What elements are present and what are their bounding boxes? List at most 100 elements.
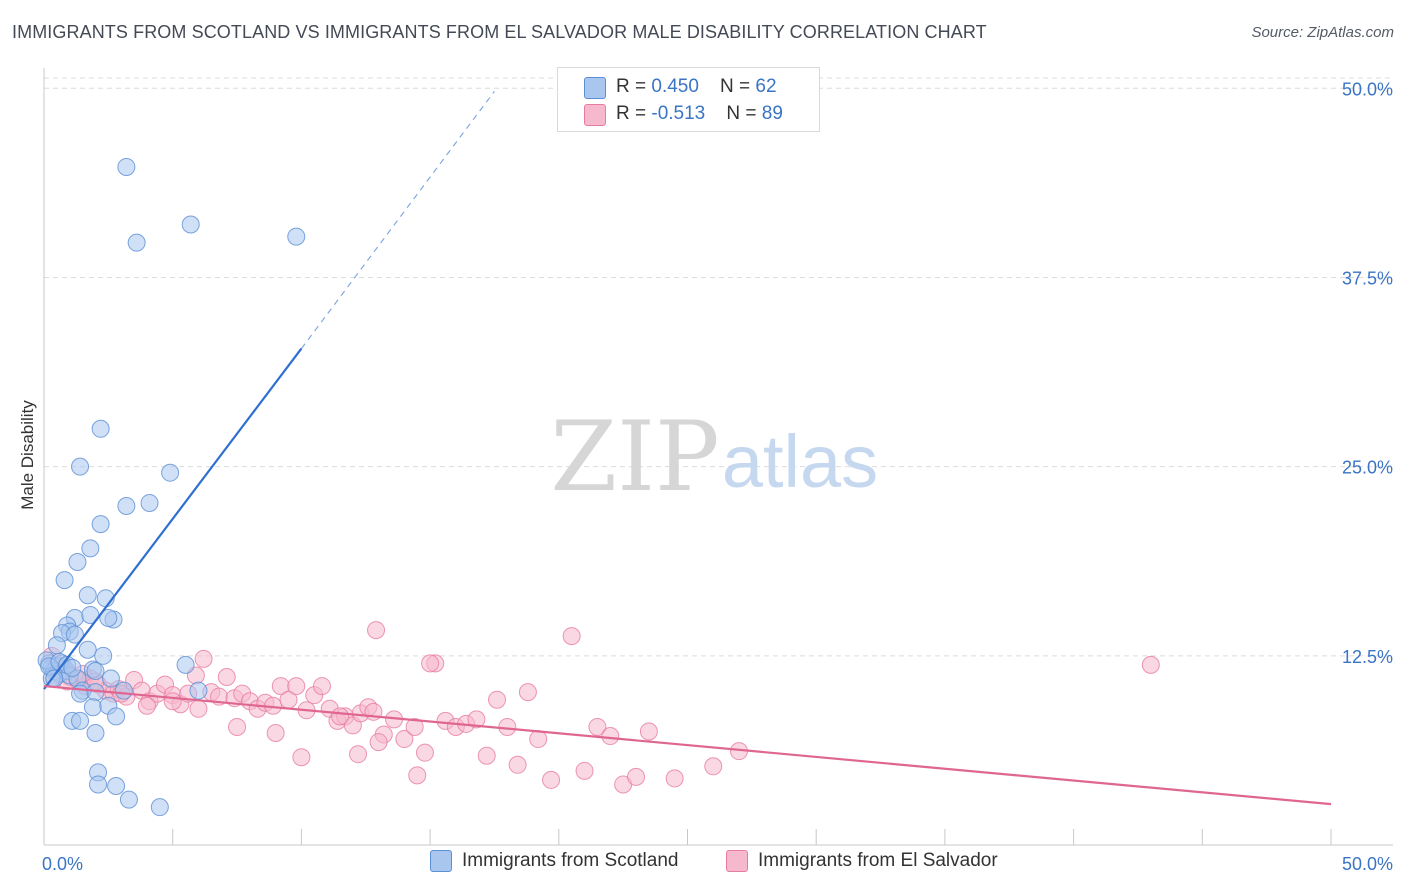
elsalvador-point <box>287 677 306 696</box>
elsalvador-point <box>588 717 607 736</box>
elsalvador-point <box>704 757 723 776</box>
scotland-point <box>140 493 159 512</box>
elsalvador-point <box>395 730 414 749</box>
elsalvador-point <box>405 717 424 736</box>
scotland-point <box>71 684 90 703</box>
elsalvador-point <box>575 761 594 780</box>
elsalvador-point <box>627 767 646 786</box>
scotland-point <box>117 496 136 515</box>
legend-r-value-elsalvador: -0.513 <box>651 103 706 124</box>
scotland-point <box>86 724 105 743</box>
elsalvador-point <box>488 690 507 709</box>
scotland-point <box>114 681 133 700</box>
scotland-point <box>117 157 136 176</box>
scotland-point <box>71 457 90 476</box>
watermark: ZIP atlas <box>550 401 878 513</box>
trend-layer <box>43 90 1332 806</box>
scotland-point <box>189 681 208 700</box>
scotland-point <box>107 707 126 726</box>
elsalvador-point <box>349 745 368 764</box>
elsalvador-point <box>562 627 581 646</box>
scotland-point <box>94 646 113 665</box>
scotland-point <box>83 698 102 717</box>
elsalvador-point <box>508 755 527 774</box>
y-tick-label: 12.5% <box>1342 647 1393 667</box>
scotland-legend-swatch <box>430 850 452 872</box>
scotland-point <box>78 640 97 659</box>
legend-n-value-scotland: 62 <box>755 76 777 97</box>
elsalvador-point <box>217 668 236 687</box>
scotland-point <box>81 539 100 558</box>
scotland-swatch <box>584 77 606 99</box>
scotland-point <box>78 586 97 605</box>
elsalvador-point <box>529 730 548 749</box>
elsalvador-point <box>163 692 182 711</box>
legend-n-value-elsalvador: 89 <box>761 103 783 124</box>
scotland-point <box>150 798 169 817</box>
elsalvador-point <box>266 724 285 743</box>
elsalvador-point <box>665 769 684 788</box>
y-tick-label: 37.5% <box>1342 268 1393 288</box>
elsalvador-point <box>292 748 311 767</box>
elsalvador-point <box>477 746 496 765</box>
scotland-trend-extension <box>300 90 495 349</box>
elsalvador-trend-line <box>43 684 1332 806</box>
scotland-point <box>127 233 146 252</box>
elsalvador-point <box>639 722 658 741</box>
elsalvador-point <box>421 654 440 673</box>
elsalvador-point <box>518 683 537 702</box>
elsalvador-point <box>228 717 247 736</box>
legend-r-label: R = <box>616 76 652 97</box>
scotland-point <box>119 790 138 809</box>
x-tick-label: 50.0% <box>1342 854 1393 874</box>
elsalvador-point <box>189 699 208 718</box>
legend-r-label: R = <box>616 103 652 124</box>
scotland-point <box>99 608 118 627</box>
legend-item-elsalvador[interactable]: Immigrants from El Salvador <box>726 850 998 872</box>
elsalvador-point <box>542 770 561 789</box>
scotland-point <box>86 661 105 680</box>
legend-item-scotland[interactable]: Immigrants from Scotland <box>430 850 678 872</box>
scotland-point <box>47 636 66 655</box>
legend-n-label: N = <box>726 103 762 124</box>
elsalvador-point <box>408 766 427 785</box>
grid-layer <box>44 77 1393 657</box>
elsalvador-point <box>331 707 350 726</box>
y-tick-label: 50.0% <box>1342 79 1393 99</box>
legend-label-scotland: Immigrants from Scotland <box>462 850 679 871</box>
elsalvador-legend-swatch <box>726 850 748 872</box>
scotland-point <box>107 776 126 795</box>
elsalvador-point <box>415 743 434 762</box>
elsalvador-point <box>312 677 331 696</box>
scotland-point <box>71 711 90 730</box>
chart-title: IMMIGRANTS FROM SCOTLAND VS IMMIGRANTS F… <box>12 22 987 42</box>
x-tick-label: 0.0% <box>42 854 83 874</box>
scotland-point <box>161 463 180 482</box>
elsalvador-point <box>1141 655 1160 674</box>
series-legend: Immigrants from Scotland Immigrants from… <box>0 850 1406 880</box>
scotland-point <box>176 655 195 674</box>
y-axis-label: Male Disability <box>18 400 37 510</box>
elsalvador-swatch <box>584 104 606 126</box>
scotland-point <box>55 571 74 590</box>
watermark-zip: ZIP <box>550 401 719 513</box>
elsalvador-point <box>467 710 486 729</box>
elsalvador-point <box>137 696 156 715</box>
scotland-point <box>89 775 108 794</box>
y-tick-label: 25.0% <box>1342 458 1393 478</box>
legend-n-label: N = <box>720 76 756 97</box>
legend-r-value-scotland: 0.450 <box>651 76 699 97</box>
correlation-legend: R = 0.450 N = 62 R = -0.513 N = 89 <box>557 67 820 132</box>
elsalvador-point <box>194 649 213 668</box>
scotland-point <box>181 215 200 234</box>
elsalvador-point <box>601 727 620 746</box>
scotland-trend-line <box>43 347 303 690</box>
scotland-point <box>68 552 87 571</box>
watermark-atlas: atlas <box>722 420 878 503</box>
elsalvador-point <box>369 733 388 752</box>
scotland-point <box>287 227 306 246</box>
scotland-point <box>91 419 110 438</box>
scotland-point <box>101 669 120 688</box>
chart-source: Source: ZipAtlas.com <box>1251 24 1394 41</box>
